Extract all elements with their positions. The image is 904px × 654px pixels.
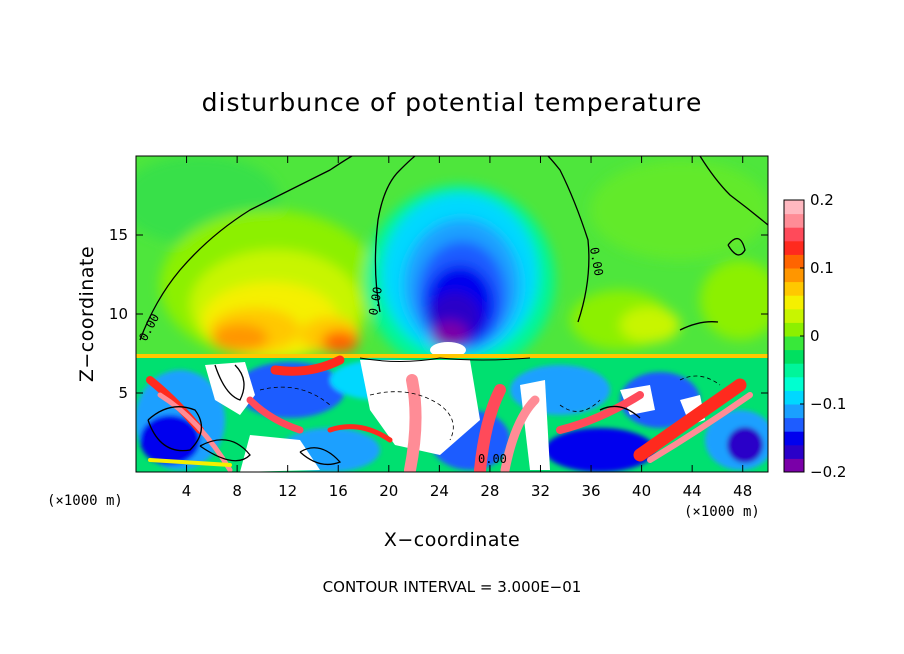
y-axis: 5 10 15 [109, 226, 768, 402]
colorbar-tick-label: 0.2 [810, 191, 834, 209]
colorbar-swatch [784, 417, 804, 432]
colorbar-swatch [784, 376, 804, 391]
y-tick-label: 10 [109, 305, 128, 323]
colorbar-swatch [784, 363, 804, 378]
colorbar-swatch [784, 404, 804, 419]
chart-title: disturbunce of potential temperature [202, 88, 703, 117]
x-axis: 4 8 12 16 20 24 28 32 36 40 44 48 [182, 156, 752, 500]
colorbar-tick-label: −0.1 [810, 395, 846, 413]
colorbar-ticks: 0.2 0.1 0 −0.1 −0.2 [800, 191, 846, 481]
colorbar-tick-label: −0.2 [810, 463, 846, 481]
x-tick-label: 32 [531, 482, 550, 500]
colorbar-swatch [784, 295, 804, 310]
colorbar-swatch [784, 390, 804, 405]
x-axis-label: X−coordinate [384, 529, 520, 551]
colorbar-swatch [784, 349, 804, 364]
x-tick-label: 16 [329, 482, 348, 500]
x-tick-label: 28 [480, 482, 499, 500]
colorbar-tick-label: 0.1 [810, 259, 834, 277]
colorbar-tick-label: 0 [810, 327, 820, 345]
heatmap-field [136, 156, 768, 472]
y-tick-label: 5 [118, 384, 128, 402]
x-tick-label: 12 [278, 482, 297, 500]
contour-label: 0.00 [587, 246, 606, 277]
x-tick-label: 8 [232, 482, 242, 500]
x-tick-label: 36 [581, 482, 600, 500]
contour-label: 0.00 [478, 452, 507, 466]
colorbar-swatch [784, 308, 804, 323]
colorbar-swatch [784, 281, 804, 296]
x-tick-label: 24 [430, 482, 449, 500]
x-tick-label: 4 [182, 482, 192, 500]
x-tick-label: 44 [683, 482, 702, 500]
colorbar-swatch [784, 240, 804, 255]
colorbar-swatch [784, 200, 804, 215]
colorbar-swatch [784, 227, 804, 242]
contour-interval-note: CONTOUR INTERVAL = 3.000E−01 [323, 578, 582, 596]
y-axis-label: Z−coordinate [76, 246, 98, 382]
colorbar-swatch [784, 444, 804, 459]
x-tick-label: 20 [379, 482, 398, 500]
x-unit-label-right: (×1000 m) [684, 504, 760, 520]
colorbar [784, 200, 804, 473]
colorbar-swatch [784, 336, 804, 351]
colorbar-swatch [784, 322, 804, 337]
x-tick-label: 48 [733, 482, 752, 500]
y-tick-label: 15 [109, 226, 128, 244]
colorbar-swatch [784, 254, 804, 269]
x-tick-label: 40 [632, 482, 651, 500]
colorbar-swatch [784, 268, 804, 283]
x-unit-label-left: (×1000 m) [47, 493, 123, 509]
colorbar-swatch [784, 458, 804, 473]
colorbar-swatch [784, 213, 804, 228]
contour-label: 0.00 [366, 286, 385, 317]
colorbar-swatch [784, 431, 804, 446]
